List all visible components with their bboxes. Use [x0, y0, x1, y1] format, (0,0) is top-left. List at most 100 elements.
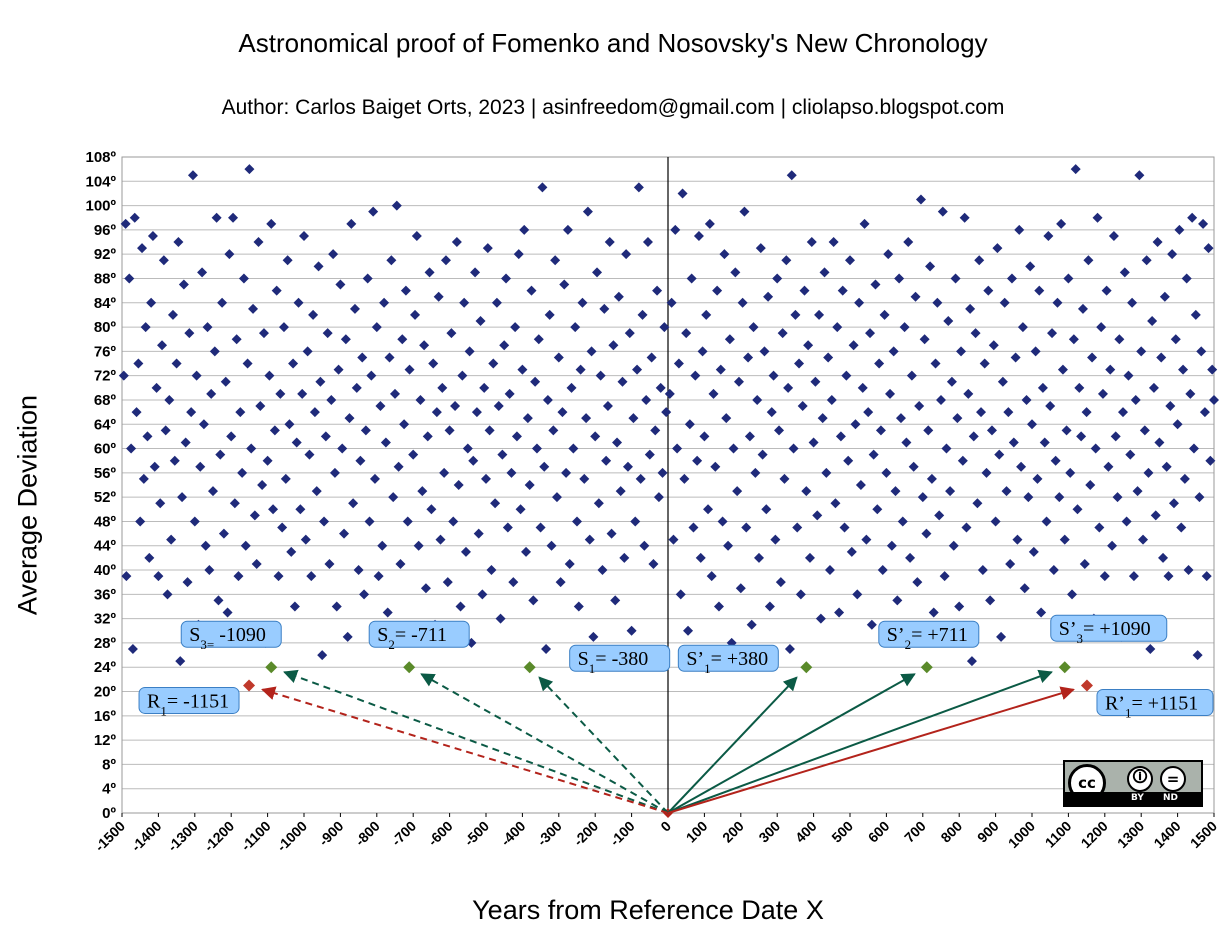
data-point [1198, 218, 1209, 229]
data-point [431, 407, 442, 418]
y-tick-label: 68º [94, 392, 117, 409]
data-point [1048, 565, 1059, 576]
data-point [561, 467, 572, 478]
data-point [1039, 437, 1050, 448]
data-point [329, 467, 340, 478]
data-point [197, 267, 208, 278]
data-point [237, 467, 248, 478]
data-point [311, 486, 322, 497]
data-point [184, 328, 195, 339]
data-point [153, 571, 164, 582]
data-point [1079, 558, 1090, 569]
data-point [1199, 407, 1210, 418]
data-point [408, 449, 419, 460]
data-point [1176, 522, 1187, 533]
data-point [393, 461, 404, 472]
data-point [963, 388, 974, 399]
data-point [870, 279, 881, 290]
data-point [746, 619, 757, 630]
data-point [147, 230, 158, 241]
data-point [823, 352, 834, 363]
annotation-label: S3= -1090 [189, 624, 266, 652]
data-point [865, 328, 876, 339]
data-point [1072, 504, 1083, 515]
data-point [701, 309, 712, 320]
data-point [883, 249, 894, 260]
data-point [604, 237, 615, 248]
data-point [588, 631, 599, 642]
data-point [615, 486, 626, 497]
data-point [253, 237, 264, 248]
data-point [404, 364, 415, 375]
annotation-label: S1= -380 [578, 648, 649, 676]
data-point [668, 534, 679, 545]
data-point [639, 540, 650, 551]
data-point [930, 358, 941, 369]
data-point [939, 571, 950, 582]
data-point [715, 364, 726, 375]
data-point [1132, 486, 1143, 497]
data-point [919, 334, 930, 345]
data-point [351, 382, 362, 393]
data-point [204, 565, 215, 576]
arrow-to-S1 [538, 676, 669, 814]
data-point [599, 303, 610, 314]
data-point [986, 425, 997, 436]
data-point [874, 358, 885, 369]
data-point [657, 467, 668, 478]
data-point [355, 455, 366, 466]
data-point [568, 443, 579, 454]
annotation-marker [243, 679, 256, 692]
annotation-marker [800, 661, 813, 674]
data-point [271, 285, 282, 296]
data-point [453, 480, 464, 490]
data-point [146, 297, 157, 308]
data-point [497, 449, 508, 460]
data-point [180, 437, 191, 448]
data-point [550, 255, 561, 266]
data-point [264, 370, 275, 381]
data-point [1019, 583, 1030, 594]
data-point [1103, 461, 1114, 472]
data-point [1145, 644, 1156, 654]
data-point [613, 291, 624, 302]
data-point [617, 376, 628, 387]
data-point [934, 510, 945, 521]
annotation-arrows [261, 669, 1075, 814]
data-point [1036, 607, 1047, 618]
x-tick-label: -1000 [273, 818, 310, 855]
data-point [717, 516, 728, 527]
data-point [925, 261, 936, 272]
data-point [251, 558, 262, 569]
data-point [906, 370, 917, 381]
data-point [997, 376, 1008, 387]
data-point [1194, 492, 1205, 503]
data-point [282, 255, 293, 266]
by-label: BY [1131, 793, 1144, 803]
data-point [1190, 309, 1201, 320]
data-point [815, 613, 826, 624]
data-point [1097, 388, 1108, 399]
x-tick-label: -900 [315, 818, 346, 849]
x-tick-label: 1100 [1042, 818, 1075, 851]
data-point [957, 455, 968, 466]
data-point [177, 492, 188, 503]
y-tick-label: 24º [94, 659, 117, 676]
data-point [832, 322, 843, 333]
data-point [1045, 401, 1056, 412]
data-point [1192, 650, 1203, 661]
y-tick-label: 8º [102, 756, 116, 773]
data-point [248, 303, 259, 314]
data-point [464, 346, 475, 357]
data-point [420, 583, 431, 594]
data-point [175, 656, 186, 667]
data-point [595, 370, 606, 381]
x-tick-label: 300 [755, 818, 783, 846]
x-tick-label: 0 [657, 818, 674, 835]
data-point [826, 394, 837, 405]
data-point [755, 243, 766, 254]
data-point [308, 309, 319, 320]
data-point [712, 285, 723, 296]
y-tick-label: 96º [94, 222, 117, 239]
x-tick-label: 1500 [1187, 818, 1220, 851]
